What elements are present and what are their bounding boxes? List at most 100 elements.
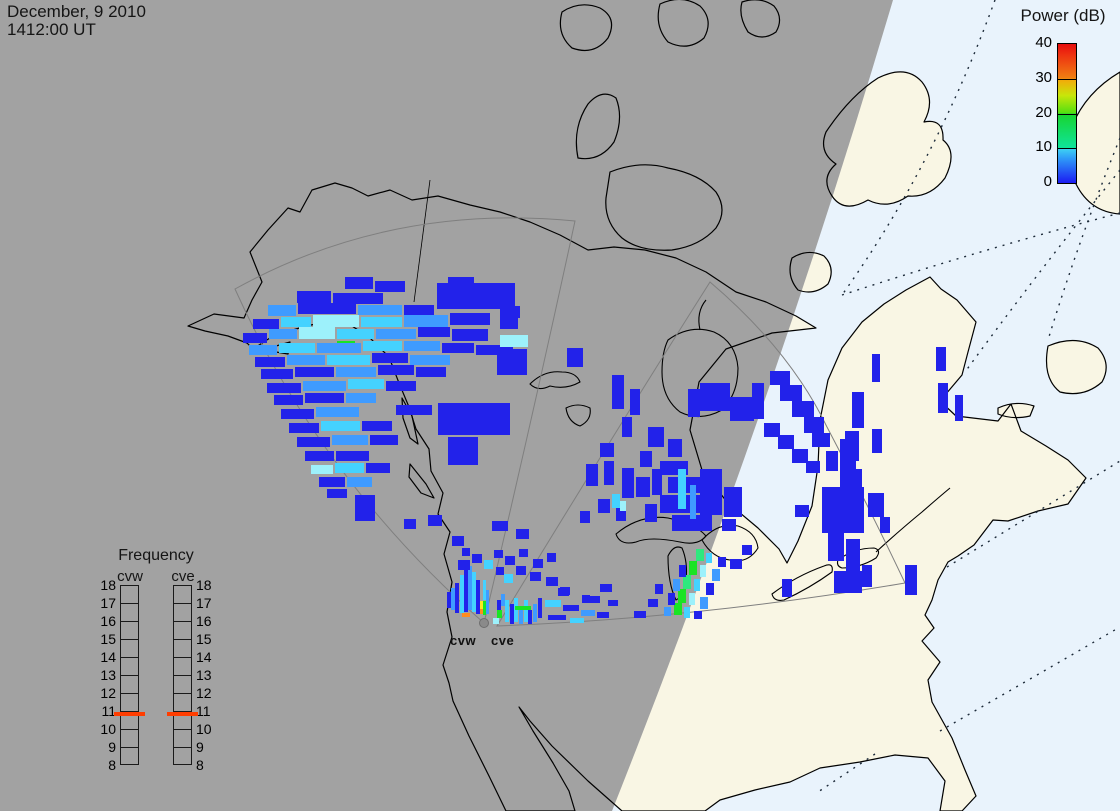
colorbar-tick-label: 40 (1035, 34, 1052, 51)
echo-cell (347, 477, 372, 487)
echo-cell (504, 574, 513, 583)
echo-cell (494, 550, 503, 558)
echo-cell (450, 313, 490, 325)
echo-cell (376, 329, 416, 339)
echo-cell (345, 277, 373, 289)
echo-cell (612, 494, 620, 508)
echo-cell (297, 291, 331, 303)
radar-site-dot (479, 618, 489, 628)
echo-cell (622, 417, 632, 437)
echo-cell (362, 421, 392, 431)
echo-cell (346, 393, 376, 403)
fan-outline-layer (234, 217, 906, 627)
echo-cell (846, 539, 860, 573)
echo-cell (862, 565, 872, 587)
echo-cell (955, 395, 963, 421)
frequency-scale-label-cve: cve (171, 568, 195, 585)
echo-cell (289, 423, 319, 433)
echo-cell (281, 317, 311, 327)
echo-cell (428, 515, 442, 526)
frequency-cell-line (174, 621, 191, 622)
echo-cell (834, 571, 862, 593)
echo-cell (505, 600, 509, 622)
echo-layer (243, 277, 963, 624)
echo-cell (269, 329, 297, 339)
echo-cell (706, 553, 712, 563)
echo-cell (332, 435, 368, 445)
echo-cell (645, 504, 657, 522)
echo-cell (700, 383, 730, 411)
echo-cell (524, 600, 528, 622)
echo-cell (496, 567, 504, 575)
echo-cell (872, 354, 880, 382)
echo-cell (648, 599, 658, 607)
echo-cell (460, 575, 464, 613)
echo-cell (792, 401, 814, 417)
echo-cell (530, 572, 541, 581)
echo-cell (600, 443, 614, 457)
echo-cell (452, 536, 464, 546)
date-text: December, 9 2010 (7, 2, 146, 21)
echo-cell (770, 371, 790, 385)
echo-cell (612, 375, 624, 409)
echo-cell (500, 318, 518, 329)
echo-cell (597, 612, 609, 618)
echo-cell (287, 355, 325, 365)
echo-cell (616, 505, 626, 521)
echo-cell (297, 437, 330, 447)
colorbar-divider (1058, 78, 1076, 80)
echo-cell (500, 306, 520, 318)
colorbar-gradient (1057, 43, 1077, 184)
colorbar-tick-label: 20 (1035, 103, 1052, 121)
echo-cell (872, 429, 882, 453)
echo-cell (480, 601, 483, 609)
frequency-cell-line (121, 747, 138, 748)
echo-cell (492, 521, 508, 531)
echo-cell (782, 579, 792, 597)
echo-cell (674, 603, 682, 615)
echo-cell (570, 618, 584, 623)
echo-cell (321, 421, 360, 431)
echo-cell (547, 553, 556, 562)
echo-cell (688, 389, 700, 417)
graticule-layer (817, 0, 1120, 793)
echo-cell (600, 584, 612, 592)
echo-cell (636, 477, 650, 497)
frequency-cell-line (121, 675, 138, 676)
echo-cell (327, 489, 347, 498)
frequency-tick-label: 15 (196, 631, 212, 647)
echo-cell (484, 560, 493, 569)
echo-cell (498, 410, 508, 420)
frequency-cell-line (121, 711, 138, 712)
fan-outline-cve (496, 281, 906, 627)
echo-cell (730, 559, 742, 569)
frequency-cell-line (174, 747, 191, 748)
echo-cell (337, 329, 374, 339)
echo-cell (652, 469, 662, 495)
echo-cell (586, 464, 598, 486)
echo-cell (718, 557, 726, 567)
echo-cell (812, 433, 830, 447)
echo-cell (458, 560, 470, 570)
echo-cell (253, 319, 279, 329)
echo-cell (274, 395, 303, 405)
echo-cell (366, 463, 390, 473)
colorbar-divider (1058, 113, 1076, 115)
echo-cell (319, 477, 345, 487)
echo-cell (580, 511, 590, 523)
echo-cell (510, 604, 514, 624)
echo-cell (622, 468, 634, 498)
fan-outline-cvw (234, 217, 576, 624)
echo-cell (410, 355, 450, 365)
echo-cell (694, 579, 700, 591)
echo-cell (505, 556, 515, 565)
echo-cell (295, 367, 334, 377)
echo-cell (684, 607, 690, 618)
echo-cell (418, 327, 450, 337)
echo-cell (822, 487, 864, 533)
frequency-tick-label: 17 (196, 595, 212, 611)
echo-cell (792, 449, 808, 463)
echo-cell (700, 565, 706, 577)
echo-cell (451, 588, 455, 610)
echo-cell (267, 383, 301, 393)
